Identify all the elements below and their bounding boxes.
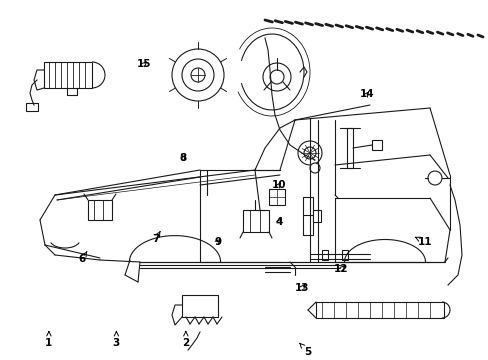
Text: 13: 13 xyxy=(294,283,309,293)
Circle shape xyxy=(309,163,319,173)
Text: 11: 11 xyxy=(414,237,432,247)
Text: 12: 12 xyxy=(333,264,348,274)
Bar xyxy=(303,197,312,235)
Circle shape xyxy=(182,59,214,91)
Circle shape xyxy=(427,171,441,185)
Circle shape xyxy=(269,70,284,84)
Text: 14: 14 xyxy=(359,89,373,99)
Text: 9: 9 xyxy=(214,237,221,247)
Bar xyxy=(371,140,381,150)
Text: 7: 7 xyxy=(151,231,160,244)
Circle shape xyxy=(263,63,290,91)
Text: 10: 10 xyxy=(271,180,285,190)
Bar xyxy=(341,250,347,260)
Bar xyxy=(315,302,443,318)
Text: 6: 6 xyxy=(79,251,87,264)
Text: 4: 4 xyxy=(274,217,282,228)
Circle shape xyxy=(304,147,315,159)
Circle shape xyxy=(172,49,224,101)
Bar xyxy=(321,250,327,260)
Text: 15: 15 xyxy=(137,59,151,69)
Polygon shape xyxy=(44,62,92,88)
Bar xyxy=(346,128,352,168)
Text: 2: 2 xyxy=(182,332,189,348)
Circle shape xyxy=(297,141,321,165)
Bar xyxy=(243,210,268,232)
Bar xyxy=(182,295,218,317)
Text: 3: 3 xyxy=(113,332,120,348)
Circle shape xyxy=(191,68,204,82)
Text: 1: 1 xyxy=(45,332,52,348)
Bar xyxy=(26,103,38,111)
Bar xyxy=(268,189,285,205)
Text: 8: 8 xyxy=(180,153,186,163)
Bar xyxy=(88,200,112,220)
Bar xyxy=(312,210,320,222)
Text: 5: 5 xyxy=(299,343,311,357)
